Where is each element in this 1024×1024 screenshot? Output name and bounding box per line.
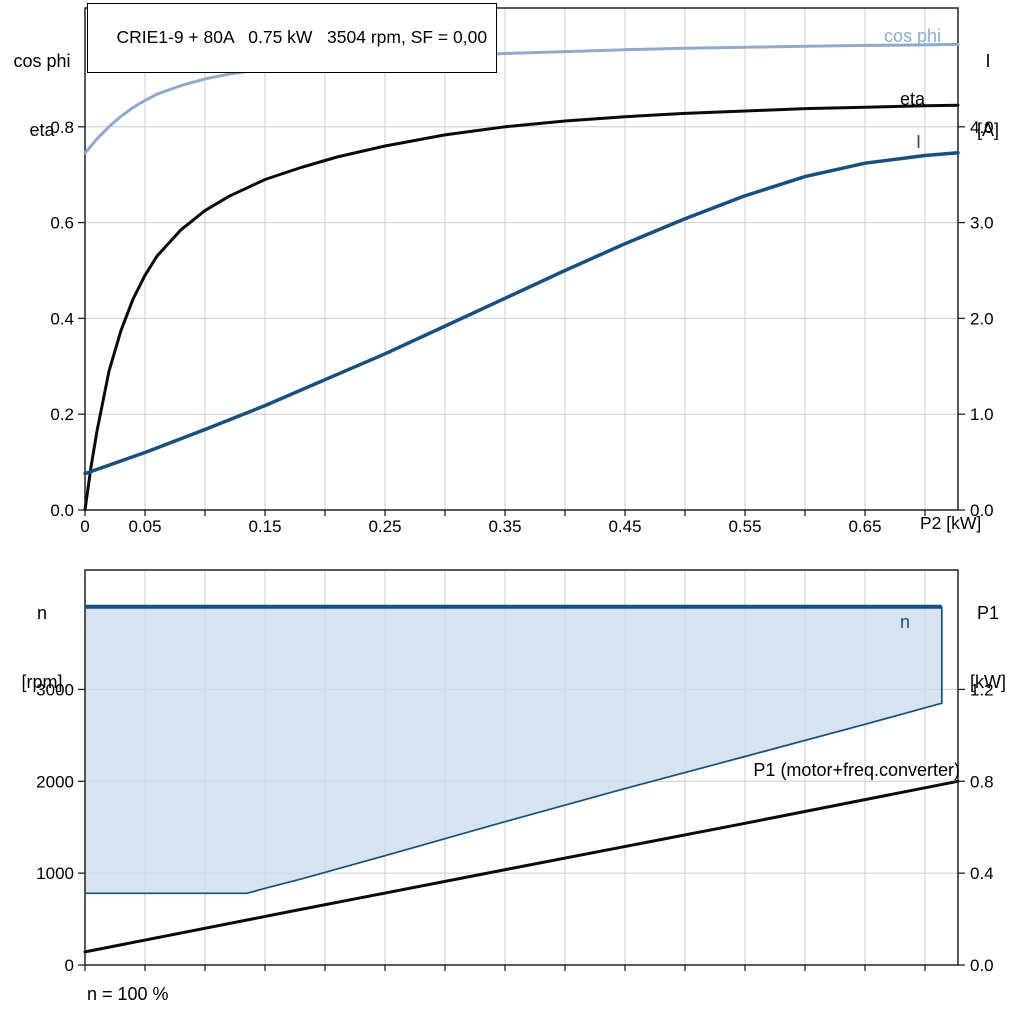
axis-label-speed-unit: [rpm] [21, 672, 63, 692]
speed-footnote: n = 100 % [87, 984, 169, 1004]
tick-marks [78, 126, 965, 516]
axis-label-p1: P1 [976, 603, 1000, 623]
x-tick-label: 0 [80, 517, 89, 536]
current-curve-label: I [916, 132, 922, 152]
y-right-tick-label: 3.0 [970, 214, 994, 233]
y-left-tick-label: 0.8 [50, 118, 74, 137]
bottom-right-axis-title: P1 [kW] [956, 556, 1020, 740]
y-left-tick-label: 1000 [36, 864, 74, 883]
y-right-tick-label: 0.8 [970, 772, 994, 791]
top-left-axis-title: cos phi eta [6, 4, 78, 188]
tick-labels: 0 0.05 0.15 0.25 0.35 0.45 0.55 0.65 0.0 0.2 0.4 0.… [50, 118, 993, 536]
gridlines [85, 8, 958, 510]
cos-phi-curve-label: cos phi [884, 26, 942, 46]
axis-label-speed: n [36, 603, 47, 623]
axis-label-p1-unit: [kW] [970, 672, 1006, 692]
x-axis-label: P2 [kW] [920, 513, 982, 533]
x-tick-label: 0.05 [128, 517, 161, 536]
eta-curve-label: eta [900, 89, 926, 109]
tick-marks [78, 688, 965, 971]
axis-label-eta: eta [29, 120, 55, 140]
y-left-tick-label: 3000 [36, 680, 74, 699]
speed-boundary-line [85, 606, 943, 895]
series-i [83, 150, 960, 476]
y-left-tick-label: 0.6 [50, 214, 74, 233]
speed-curve-label: n [900, 612, 911, 632]
y-right-tick-label: 2.0 [970, 309, 994, 328]
axis-label-cos-phi: cos phi [13, 51, 71, 71]
p1-curve-label: P1 (motor+freq.converter) [753, 760, 960, 780]
y-right-tick-label: 1.0 [970, 405, 994, 424]
region-speed-envelope [85, 606, 942, 894]
tick-labels: 0 1000 2000 3000 0.0 0.4 0.8 1.2 [36, 680, 993, 975]
series-eta [83, 103, 960, 512]
y-right-tick-label: 4.0 [970, 118, 994, 137]
x-tick-label: 0.35 [488, 517, 521, 536]
chart-title-box: CRIE1-9 + 80A 0.75 kW 3504 rpm, SF = 0,0… [87, 3, 498, 73]
y-left-tick-label: 0 [65, 956, 74, 975]
chart-title: CRIE1-9 + 80A 0.75 kW 3504 rpm, SF = 0,0… [116, 27, 488, 47]
x-tick-label: 0.25 [368, 517, 401, 536]
y-left-tick-label: 0.2 [50, 405, 74, 424]
top-right-axis-title: I [A] [958, 4, 1018, 188]
y-right-tick-label: 0.4 [970, 864, 994, 883]
x-tick-label: 0.65 [848, 517, 881, 536]
y-left-tick-label: 2000 [36, 772, 74, 791]
axis-label-current: I [985, 51, 991, 71]
plot-frame [84, 7, 959, 511]
x-tick-label: 0.55 [728, 517, 761, 536]
y-right-tick-label: 0.0 [970, 956, 994, 975]
x-tick-label: 0.15 [248, 517, 281, 536]
y-right-tick-label: 1.2 [970, 680, 994, 699]
chart-1: 0 1000 2000 3000 0.0 0.4 0.8 1.2 [36, 569, 994, 975]
y-left-tick-label: 0.0 [50, 501, 74, 520]
x-tick-label: 0.45 [608, 517, 641, 536]
y-right-tick-label: 0.0 [970, 501, 994, 520]
plot-frame [84, 569, 959, 966]
series-p1-motor-freq-converter [83, 779, 960, 954]
y-left-tick-label: 0.4 [50, 309, 74, 328]
axis-label-current-unit: [A] [976, 120, 999, 140]
chart-0: 0 0.05 0.15 0.25 0.35 0.45 0.55 0.65 0.0 0.2 0.4 0.… [50, 7, 994, 536]
bottom-left-axis-title: n [rpm] [6, 556, 78, 740]
